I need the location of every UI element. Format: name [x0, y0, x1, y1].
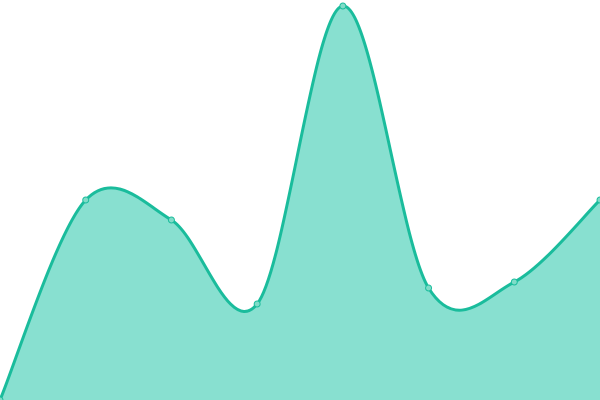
data-point-5 — [425, 284, 433, 292]
data-point-3 — [253, 300, 261, 308]
data-point-1 — [82, 196, 90, 204]
area-fill — [0, 5, 600, 400]
data-point-6 — [510, 278, 518, 286]
data-point-7 — [596, 196, 600, 204]
data-point-2 — [167, 216, 175, 224]
data-point-4 — [339, 2, 347, 10]
series-line — [0, 4, 600, 400]
data-point-0 — [0, 396, 4, 400]
